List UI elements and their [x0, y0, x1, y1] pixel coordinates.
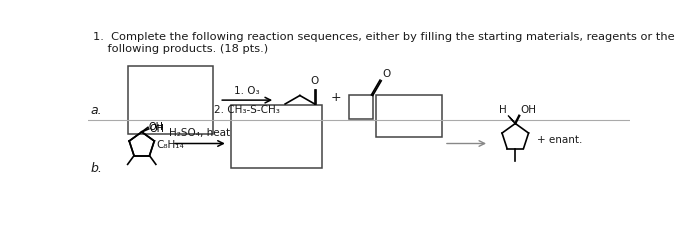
Text: H: H	[499, 105, 507, 115]
Text: a.: a.	[90, 104, 102, 117]
Text: OH: OH	[150, 124, 164, 134]
Text: 1.  Complete the following reaction sequences, either by filling the starting ma: 1. Complete the following reaction seque…	[93, 32, 675, 42]
Text: H₂SO₄, heat: H₂SO₄, heat	[169, 128, 230, 138]
Bar	[349, 95, 372, 119]
Text: following products. (18 pts.): following products. (18 pts.)	[93, 44, 268, 54]
Bar	[231, 105, 322, 168]
Bar	[128, 66, 213, 134]
Text: O: O	[382, 69, 390, 79]
Text: C₈H₁₄: C₈H₁₄	[157, 140, 184, 150]
Text: 1. O₃: 1. O₃	[234, 85, 260, 95]
Text: O: O	[311, 76, 318, 86]
Text: OH: OH	[521, 105, 537, 115]
Text: + enant.: + enant.	[537, 135, 582, 145]
Text: 2. CH₃-S-CH₃: 2. CH₃-S-CH₃	[214, 105, 280, 115]
Text: +: +	[330, 91, 341, 104]
Text: b.: b.	[90, 162, 102, 175]
Text: OH: OH	[148, 122, 164, 132]
Bar	[376, 95, 442, 137]
